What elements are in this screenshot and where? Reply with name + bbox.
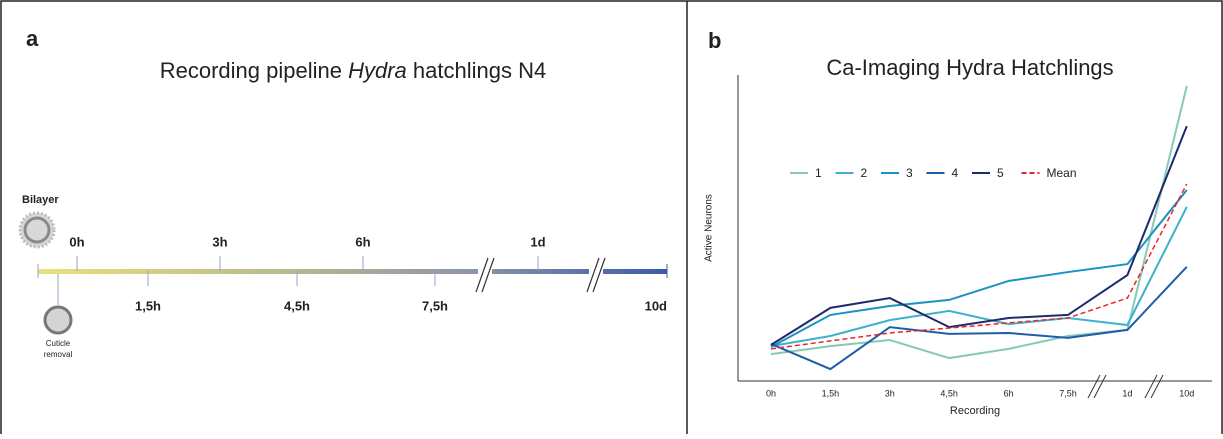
panel-label: a [26,26,39,51]
title-part: hatchlings N4 [413,58,546,83]
legend-label: 3 [906,166,913,180]
x-tick-label: 3h [885,388,895,398]
tick-label: 0h [69,234,84,249]
axis-break [1087,374,1164,399]
cuticle-label: Cuticle [46,339,71,348]
x-tick-label: 4,5h [940,388,958,398]
timeline [38,269,667,274]
x-tick-label: 1,5h [822,388,840,398]
cuticle-icon [43,305,73,335]
tick-label: 1d [530,234,545,249]
panel-label: b [708,28,721,53]
panel-title: Recording pipeline Hydra hatchlings N4 [160,58,546,83]
tick-label: 3h [212,234,227,249]
x-tick-label: 10d [1179,388,1194,398]
tick-label: 1,5h [135,298,161,313]
tick-label: 4,5h [284,298,310,313]
series-line [770,189,1188,348]
series-line [770,183,1188,350]
tick-label: 7,5h [422,298,448,313]
plot: 0h 1,5h 3h 4,5h 6h 7,5h 1d 10d 1 2 3 4 5 Mean [766,85,1194,398]
legend-label: Mean [1047,166,1077,180]
title-part: Hydra [348,58,407,83]
title-part: Recording pipeline [160,58,342,83]
timeline-ticks: 0h 3h 6h 1d 1,5h 4,5h 7,5h 10d [69,234,667,313]
cuticle-label: removal [44,350,73,359]
legend-label: 5 [997,166,1004,180]
series-line [770,125,1188,346]
x-tick-label: 7,5h [1059,388,1077,398]
legend-label: 4 [952,166,959,180]
chart-title: Ca-Imaging Hydra Hatchlings [826,55,1113,80]
x-tick-label: 0h [766,388,776,398]
series-line [770,266,1188,371]
tick-label: 10d [645,298,667,313]
legend-label: 2 [861,166,868,180]
tick-label: 6h [355,234,370,249]
series-line [770,206,1188,348]
axis-break [475,257,606,293]
x-axis-label: Recording [950,405,1000,417]
y-axis-label: Active Neurons [704,194,715,262]
x-tick-label: 6h [1004,388,1014,398]
bilayer-label: Bilayer [22,194,59,206]
bilayer-icon [23,216,51,244]
x-tick-label: 1d [1122,388,1132,398]
legend-label: 1 [815,166,822,180]
